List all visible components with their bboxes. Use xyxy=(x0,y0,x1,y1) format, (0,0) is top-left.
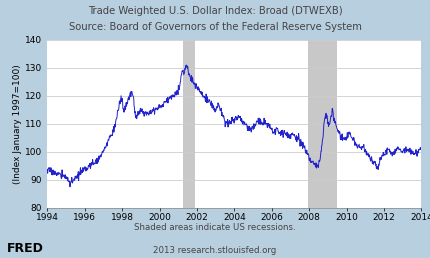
Text: 2013 research.stlouisfed.org: 2013 research.stlouisfed.org xyxy=(154,246,276,255)
Bar xyxy=(308,40,337,208)
Text: Trade Weighted U.S. Dollar Index: Broad (DTWEXB): Trade Weighted U.S. Dollar Index: Broad … xyxy=(88,6,342,17)
Y-axis label: (Index January 1997=100): (Index January 1997=100) xyxy=(13,64,22,184)
Text: Source: Board of Governors of the Federal Reserve System: Source: Board of Governors of the Federa… xyxy=(68,22,362,32)
Text: FRED: FRED xyxy=(6,243,43,255)
Text: Shaded areas indicate US recessions.: Shaded areas indicate US recessions. xyxy=(134,223,296,232)
Bar xyxy=(183,40,196,208)
